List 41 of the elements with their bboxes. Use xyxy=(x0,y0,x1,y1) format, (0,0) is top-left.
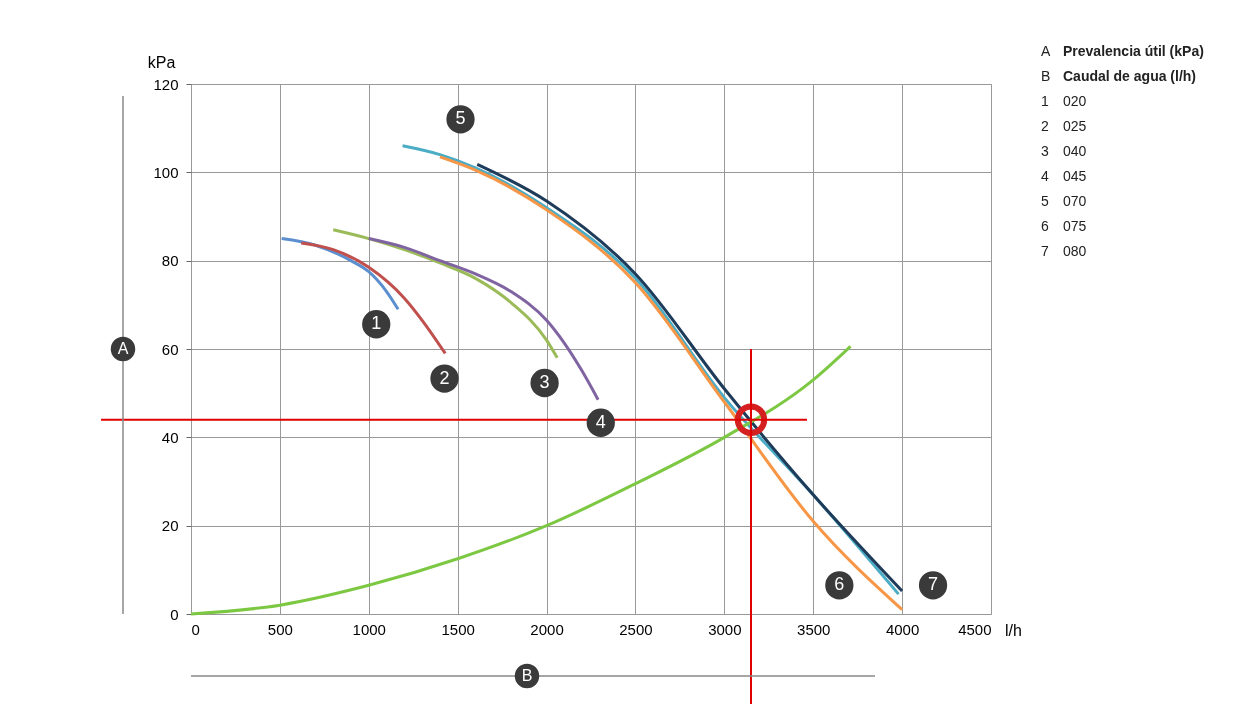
line-series xyxy=(331,228,559,360)
text: B xyxy=(521,667,533,684)
x-tick-label: 3000 xyxy=(708,620,742,638)
x-tick-label: 3500 xyxy=(797,620,831,638)
x-tick-label: 4000 xyxy=(885,620,920,638)
x-tick-label: 1000 xyxy=(352,620,386,638)
x-tick-label: 4500 xyxy=(958,620,992,638)
line-series xyxy=(299,241,447,355)
y-tick-label: 120 xyxy=(153,75,179,93)
x-tick-label: 1500 xyxy=(441,620,475,638)
text: 2 025 xyxy=(1041,118,1087,134)
annotation: 4 xyxy=(595,411,606,432)
x-axis-title: l/h xyxy=(1005,621,1022,639)
annotation: 5 xyxy=(455,108,466,129)
y-tick-label: 40 xyxy=(161,428,179,446)
annotation: 6 xyxy=(834,574,845,595)
annotation: 3 xyxy=(539,372,550,393)
x-tick-label: 2500 xyxy=(619,620,653,638)
text: 7 080 xyxy=(1041,243,1087,259)
annotation: 2 xyxy=(439,367,450,388)
text: 1 020 xyxy=(1041,93,1087,109)
annotation: 1 xyxy=(371,313,382,334)
text: A xyxy=(117,340,129,357)
y-tick-label: 80 xyxy=(161,252,179,270)
line-series xyxy=(367,237,600,402)
y-tick-label: 100 xyxy=(153,163,179,181)
x-tick-label: 500 xyxy=(267,620,293,638)
text: 4 045 xyxy=(1041,168,1087,184)
text: 3 040 xyxy=(1041,143,1087,159)
text: A Prevalencia útil (kPa) xyxy=(1041,43,1204,59)
x-tick-label: 0 xyxy=(191,620,200,638)
annotation: 7 xyxy=(928,574,939,595)
line-series xyxy=(189,344,853,616)
y-tick-label: 60 xyxy=(161,340,179,358)
y-tick-label: 20 xyxy=(161,517,179,535)
text: 5 070 xyxy=(1041,193,1087,209)
y-tick-label: 0 xyxy=(170,605,179,623)
text: B Caudal de agua (l/h) xyxy=(1041,68,1197,84)
x-tick-label: 2000 xyxy=(530,620,564,638)
text: 6 075 xyxy=(1041,218,1087,234)
y-axis-title: kPa xyxy=(147,53,176,71)
